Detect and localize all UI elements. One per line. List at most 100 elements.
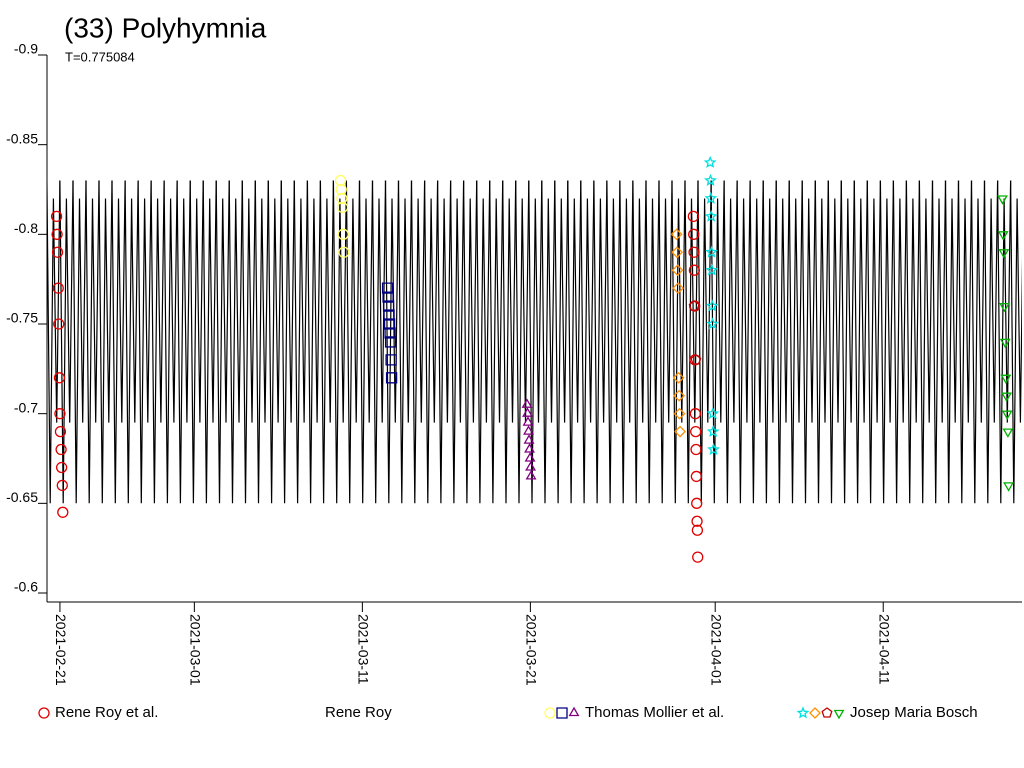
data-point	[51, 246, 64, 258]
legend-marker	[833, 709, 845, 720]
data-point	[336, 201, 349, 214]
model-line	[358, 180, 374, 504]
legend-label: Josep Maria Bosch	[850, 704, 978, 721]
model-line	[371, 180, 387, 504]
x-tick-label: 2021-03-21	[524, 614, 540, 686]
model-line	[241, 180, 256, 504]
data-point	[704, 173, 717, 186]
legend-marker	[796, 706, 810, 719]
data-point	[997, 195, 1008, 205]
model-line	[150, 180, 165, 504]
model-line	[202, 180, 217, 504]
data-point	[1002, 428, 1014, 438]
data-point	[704, 209, 718, 222]
data-point	[336, 192, 348, 205]
model-line	[85, 180, 100, 504]
model-line	[254, 180, 269, 504]
model-line	[410, 180, 426, 504]
model-line	[541, 180, 556, 504]
model-line	[944, 180, 960, 504]
x-tick-label: 2021-04-01	[708, 614, 724, 686]
data-point	[705, 299, 719, 312]
model-line	[463, 180, 478, 504]
data-point	[688, 246, 700, 258]
model-line	[762, 180, 777, 504]
data-point	[525, 470, 537, 480]
y-tick-label: -0.65	[6, 489, 38, 505]
legend-marker	[809, 707, 821, 719]
data-point	[691, 515, 703, 527]
model-line	[176, 180, 191, 504]
model-line	[47, 180, 61, 504]
data-point	[1000, 374, 1012, 385]
data-point	[706, 407, 720, 420]
data-point	[672, 282, 685, 295]
model-line	[384, 180, 400, 504]
x-tick-label: 2021-04-11	[877, 614, 893, 685]
model-line	[879, 180, 894, 504]
model-line	[697, 180, 712, 504]
data-point	[57, 506, 69, 518]
data-point	[706, 317, 719, 330]
legend-marker	[556, 707, 568, 719]
model-line	[567, 180, 582, 504]
model-line	[619, 180, 634, 504]
model-line	[528, 180, 543, 504]
data-point	[50, 210, 63, 223]
data-point	[1001, 392, 1013, 402]
legend-marker	[38, 707, 50, 719]
legend-label: Rene Roy	[325, 704, 392, 721]
model-line	[970, 180, 986, 504]
data-point	[524, 443, 536, 453]
model-line	[827, 180, 842, 504]
legend-marker	[568, 706, 580, 717]
model-line	[684, 180, 699, 504]
model-line	[437, 180, 452, 504]
data-point	[54, 425, 67, 438]
model-line	[749, 180, 764, 504]
model-line	[788, 180, 803, 504]
model-line	[215, 180, 230, 504]
data-point	[690, 354, 702, 365]
data-point	[671, 246, 684, 259]
data-point	[53, 372, 66, 384]
model-line	[137, 180, 152, 504]
model-line	[450, 180, 465, 504]
model-line	[1010, 180, 1022, 504]
data-point	[338, 246, 350, 258]
model-line	[606, 180, 621, 504]
data-point	[56, 479, 68, 492]
model-line	[814, 180, 829, 504]
data-point	[523, 434, 535, 444]
model-line	[163, 180, 178, 504]
data-point	[997, 231, 1009, 241]
data-point	[688, 228, 700, 240]
data-point	[706, 424, 720, 437]
model-line	[502, 180, 517, 504]
data-point	[688, 264, 701, 276]
data-point	[53, 318, 65, 330]
y-tick-label: -0.7	[14, 399, 38, 415]
data-point	[51, 228, 63, 240]
data-point	[703, 155, 717, 168]
legend-marker	[544, 707, 556, 719]
x-tick-label: 2021-03-01	[188, 614, 204, 686]
chart-title: (33) Polyhymnia	[64, 12, 267, 43]
model-line	[840, 180, 855, 504]
data-point	[522, 416, 534, 426]
model-line	[280, 180, 295, 504]
x-tick-label: 2021-03-11	[356, 614, 372, 685]
data-point	[385, 354, 397, 366]
model-line	[866, 180, 881, 504]
model-line	[645, 180, 660, 504]
data-point	[52, 282, 64, 294]
data-point	[523, 425, 535, 435]
data-point	[334, 174, 347, 187]
data-point	[54, 408, 66, 420]
model-line	[111, 180, 126, 504]
y-tick-label: -0.75	[6, 310, 38, 326]
model-line	[801, 180, 816, 504]
chart-subtitle: T=0.775084	[65, 49, 135, 64]
data-point	[998, 249, 1010, 259]
